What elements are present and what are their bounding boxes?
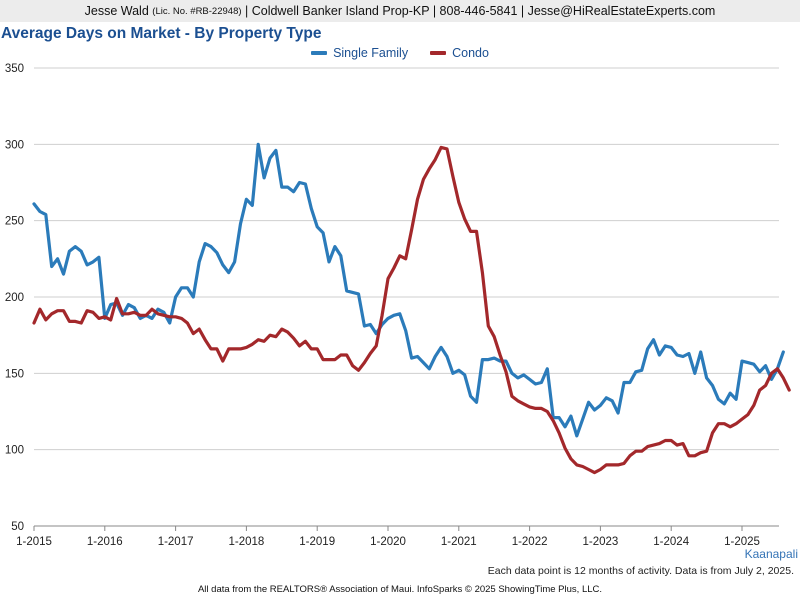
legend-swatch-condo <box>430 51 447 55</box>
x-tick-label: 1-2025 <box>724 536 760 548</box>
x-tick-label: 1-2017 <box>158 536 194 548</box>
legend-label-single-family: Single Family <box>333 46 409 60</box>
x-tick-label: 1-2020 <box>370 536 406 548</box>
x-tick-label: 1-2016 <box>87 536 123 548</box>
x-tick-label: 1-2023 <box>582 536 618 548</box>
series-line-condo <box>32 145 791 475</box>
agent-header-bar: Jesse Wald (Lic. No. #RB-22948) | Coldwe… <box>0 0 800 22</box>
y-tick-label: 150 <box>5 368 24 380</box>
y-tick-label: 200 <box>5 292 24 304</box>
x-tick-label: 1-2021 <box>441 536 477 548</box>
legend-item-condo[interactable]: Condo <box>430 46 489 60</box>
agent-contact: | Coldwell Banker Island Prop-KP | 808-4… <box>245 4 716 18</box>
x-tick-label: 1-2019 <box>299 536 335 548</box>
license-number: (Lic. No. #RB-22948) <box>152 5 242 17</box>
x-tick-label: 1-2015 <box>16 536 52 548</box>
y-tick-label: 350 <box>5 63 24 75</box>
legend-label-condo: Condo <box>452 46 489 60</box>
x-tick-label: 1-2018 <box>228 536 264 548</box>
chart-title: Average Days on Market - By Property Typ… <box>1 25 322 42</box>
legend-item-single-family[interactable]: Single Family <box>311 46 408 60</box>
footer-credit: All data from the REALTORS® Association … <box>197 584 603 595</box>
x-tick-label: 1-2022 <box>512 536 548 548</box>
legend-swatch-single-family <box>311 51 328 55</box>
y-tick-label: 250 <box>5 216 24 228</box>
y-tick-label: 100 <box>5 445 24 457</box>
region-label: Kaanapali <box>744 547 798 561</box>
y-tick-label: 50 <box>11 521 24 533</box>
agent-name: Jesse Wald <box>84 4 149 18</box>
series-line-single-family <box>32 142 785 438</box>
y-tick-label: 300 <box>5 139 24 151</box>
data-note: Each data point is 12 months of activity… <box>487 565 794 577</box>
x-tick-label: 1-2024 <box>653 536 689 548</box>
chart-legend: Single Family Condo <box>0 46 800 60</box>
